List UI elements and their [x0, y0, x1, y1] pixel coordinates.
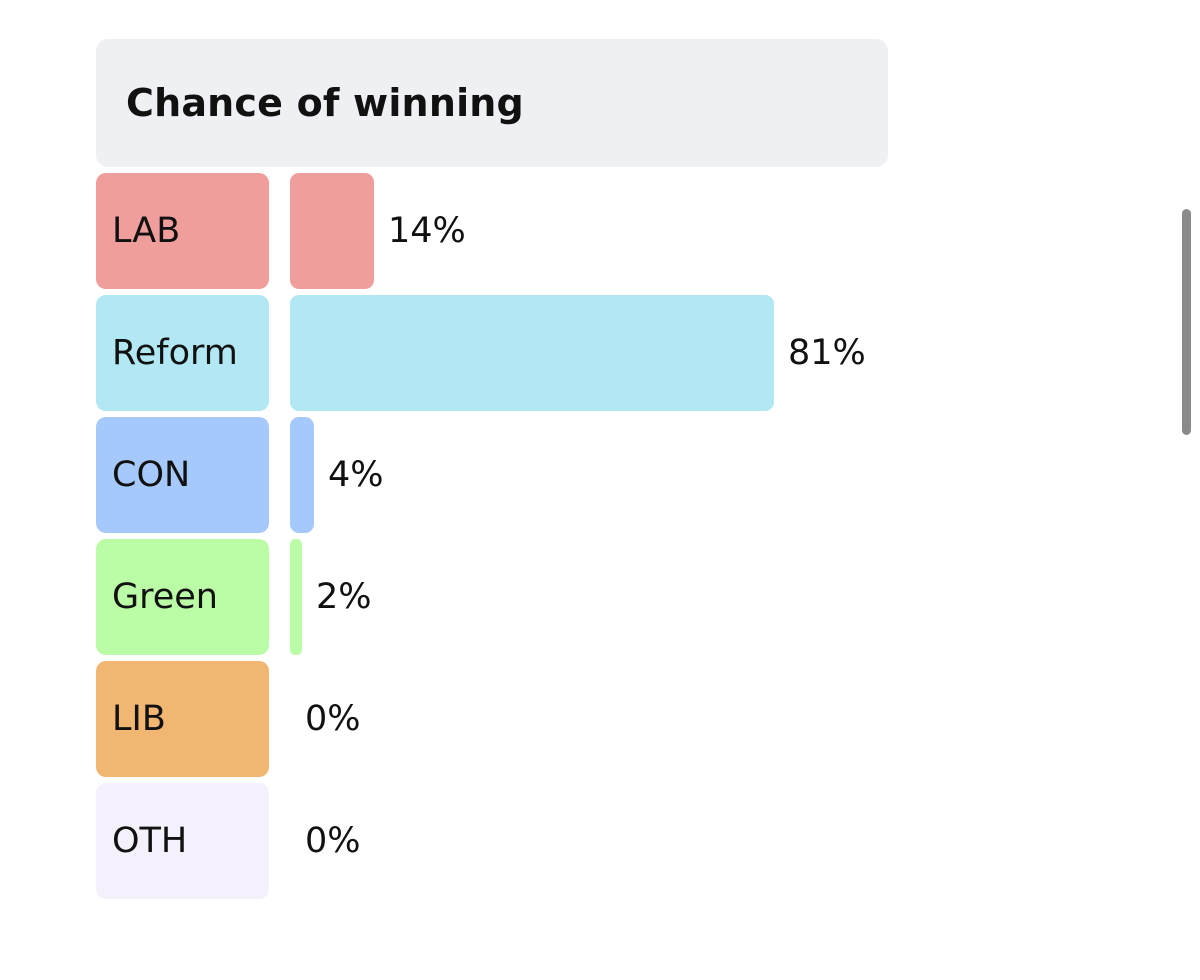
- party-label: CON: [96, 417, 269, 533]
- value-label: 0%: [305, 821, 361, 861]
- value-label: 81%: [788, 333, 866, 373]
- party-label: LAB: [96, 173, 269, 289]
- party-label: LIB: [96, 661, 269, 777]
- bar: [290, 173, 374, 289]
- value-label: 0%: [305, 699, 361, 739]
- scrollbar[interactable]: [1182, 209, 1191, 435]
- party-label: Reform: [96, 295, 269, 411]
- bar: [290, 295, 774, 411]
- bar: [290, 539, 302, 655]
- chart-title: Chance of winning: [126, 81, 524, 125]
- value-label: 4%: [328, 455, 384, 495]
- value-label: 14%: [388, 211, 466, 251]
- value-label: 2%: [316, 577, 372, 617]
- party-label: OTH: [96, 783, 269, 899]
- chart-header: Chance of winning: [96, 39, 888, 167]
- bar: [290, 417, 314, 533]
- party-label: Green: [96, 539, 269, 655]
